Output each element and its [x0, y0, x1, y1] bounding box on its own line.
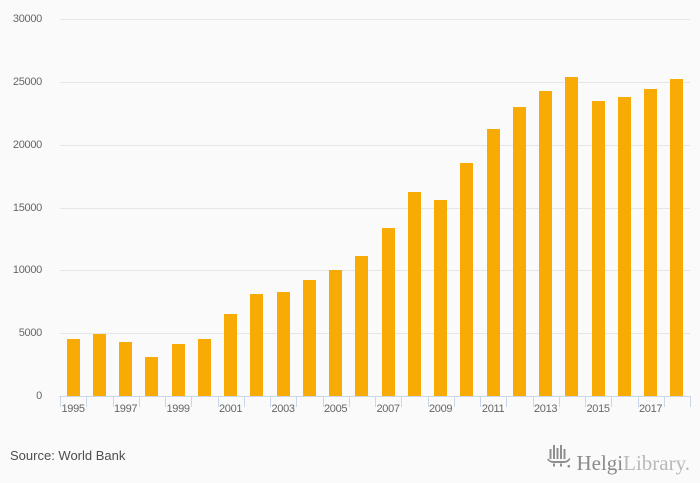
helgi-library-logo[interactable]: HelgiLibrary.	[547, 442, 690, 474]
bar-2001[interactable]	[224, 314, 238, 396]
x-axis-tick	[453, 397, 455, 407]
y-axis-label-0: 0	[36, 390, 42, 402]
gridline-30000	[60, 19, 690, 20]
y-axis-label-20000: 20000	[12, 138, 42, 151]
bar-2008[interactable]	[407, 192, 421, 396]
x-axis-tick	[217, 397, 219, 407]
x-axis-label-2007: 2007	[376, 403, 400, 415]
x-axis-label-1999: 1999	[166, 403, 190, 415]
bar-2007[interactable]	[381, 228, 395, 396]
x-axis-label-2015: 2015	[586, 403, 610, 415]
x-axis-label-2009: 2009	[428, 403, 453, 415]
x-axis-label-2013: 2013	[533, 403, 558, 415]
logo-brand-secondary: Library.	[623, 451, 690, 475]
bar-1996[interactable]	[92, 334, 106, 396]
bar-2006[interactable]	[355, 255, 369, 396]
x-axis-label-2003: 2003	[271, 403, 295, 415]
x-axis-line	[59, 396, 691, 397]
x-axis-tick	[427, 397, 429, 407]
bar-2005[interactable]	[329, 270, 343, 396]
bar-1999[interactable]	[171, 343, 185, 396]
source-note: Source: World Bank	[10, 448, 126, 463]
y-axis-label-5000: 5000	[18, 327, 43, 340]
y-axis-label-15000: 15000	[12, 201, 42, 214]
x-axis-label-2001: 2001	[218, 403, 243, 415]
x-axis-label-1997: 1997	[113, 403, 138, 415]
bar-2013[interactable]	[539, 90, 553, 396]
gridline-15000	[60, 207, 690, 209]
x-axis-label-1995: 1995	[61, 403, 85, 415]
x-axis-tick	[611, 397, 613, 407]
x-axis-tick	[690, 397, 691, 407]
y-axis-label-30000: 30000	[12, 13, 42, 25]
logo-text: HelgiLibrary.	[576, 453, 690, 474]
bar-2010[interactable]	[460, 162, 474, 396]
x-axis-tick	[348, 397, 350, 407]
bar-2009[interactable]	[434, 199, 448, 396]
gridline-10000	[60, 270, 690, 272]
bar-1998[interactable]	[145, 357, 159, 396]
bar-2002[interactable]	[250, 294, 264, 396]
bar-2004[interactable]	[302, 280, 316, 396]
x-axis-label-2011: 2011	[481, 403, 505, 415]
bar-2015[interactable]	[591, 100, 605, 396]
x-axis-tick	[270, 397, 271, 407]
bar-2012[interactable]	[512, 106, 526, 396]
x-axis-label-2005: 2005	[323, 403, 348, 415]
x-axis-tick	[165, 397, 166, 407]
gridline-25000	[60, 81, 690, 83]
logo-brand-primary: Helgi	[576, 451, 624, 475]
x-axis-tick	[375, 397, 376, 407]
x-axis-tick	[112, 397, 114, 407]
bar-2018[interactable]	[670, 78, 684, 396]
x-axis-tick	[558, 397, 560, 407]
bar-2016[interactable]	[617, 96, 631, 396]
x-axis-tick	[191, 397, 193, 407]
x-axis-tick	[401, 397, 403, 407]
x-axis-tick	[60, 397, 61, 407]
bar-2003[interactable]	[276, 291, 290, 396]
x-axis-tick	[480, 397, 481, 407]
x-axis-tick	[86, 397, 88, 407]
bar-2011[interactable]	[486, 128, 500, 396]
bar-1997[interactable]	[119, 341, 133, 396]
gridline-20000	[60, 144, 690, 146]
x-axis-tick	[637, 397, 639, 407]
y-axis-label-25000: 25000	[12, 75, 42, 88]
bar-2000[interactable]	[197, 339, 211, 396]
bar-1995[interactable]	[66, 338, 80, 396]
x-axis-tick	[663, 397, 665, 407]
x-axis-tick	[322, 397, 324, 407]
gridline-5000	[60, 333, 690, 335]
x-axis-tick	[506, 397, 508, 407]
x-axis-tick	[585, 397, 586, 407]
x-axis-tick	[138, 397, 140, 407]
helgi-ship-icon	[547, 442, 571, 473]
x-axis-label-2017: 2017	[638, 403, 663, 415]
bar-2014[interactable]	[565, 76, 579, 396]
x-axis-tick	[243, 397, 245, 407]
y-axis-label-10000: 10000	[12, 264, 42, 277]
x-axis-tick	[532, 397, 534, 407]
bar-2017[interactable]	[644, 89, 658, 396]
x-axis-tick	[296, 397, 298, 407]
